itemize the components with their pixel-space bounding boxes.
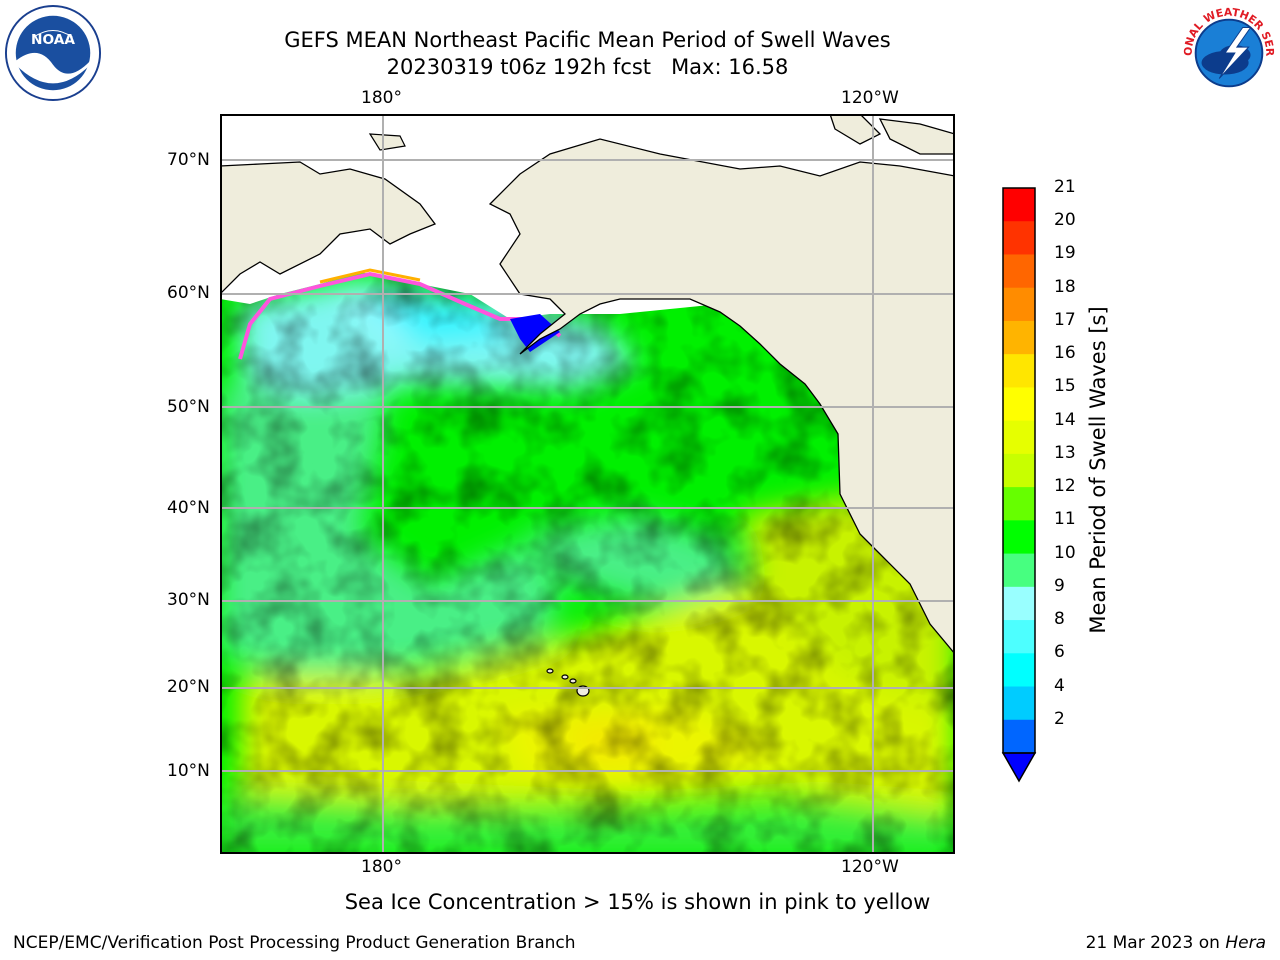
colorbar-band xyxy=(1003,586,1035,621)
lat-label-10n: 10°N xyxy=(167,761,210,781)
sea-ice-note: Sea Ice Concentration > 15% is shown in … xyxy=(344,890,931,914)
footer-host: Hera xyxy=(1225,933,1266,953)
map-panel xyxy=(220,114,955,854)
chart-subtitle: 20230319 t06z 192h fcst Max: 16.58 xyxy=(386,55,789,79)
chart-title: GEFS MEAN Northeast Pacific Mean Period … xyxy=(284,28,891,52)
colorbar-title: Mean Period of Swell Waves [s] xyxy=(1086,306,1110,634)
lon-label-top-120w: 120°W xyxy=(841,88,899,108)
colorbar-tick-label: 16 xyxy=(1054,343,1076,364)
lat-label-40n: 40°N xyxy=(167,498,210,518)
colorbar-band xyxy=(1003,620,1035,654)
colorbar-band xyxy=(1003,188,1035,222)
colorbar-band xyxy=(1003,719,1035,754)
lat-label-60n: 60°N xyxy=(167,283,210,303)
colorbar-band xyxy=(1003,453,1035,488)
colorbar-band xyxy=(1003,420,1035,455)
colorbar-band xyxy=(1003,487,1035,521)
lon-label-bottom-120w: 120°W xyxy=(841,857,899,877)
colorbar-tick-label: 4 xyxy=(1054,675,1065,696)
noaa-logo: NOAA xyxy=(4,4,102,102)
colorbar-tick-label: 13 xyxy=(1054,442,1076,463)
footer-date-text: 21 Mar 2023 on xyxy=(1085,933,1226,953)
colorbar-tick-label: 19 xyxy=(1054,243,1076,264)
colorbar-tick-label: 18 xyxy=(1054,276,1076,297)
colorbar-tick-label: 2 xyxy=(1054,708,1065,729)
colorbar-tick-label: 15 xyxy=(1054,376,1076,397)
colorbar-tick-label: 9 xyxy=(1054,575,1065,596)
land-north-america xyxy=(488,138,955,656)
colorbar-band xyxy=(1003,354,1035,388)
colorbar-band xyxy=(1003,653,1035,688)
colorbar-tick-label: 10 xyxy=(1054,542,1076,563)
colorbar-band xyxy=(1003,287,1035,322)
colorbar-tick-label: 21 xyxy=(1054,177,1076,197)
colorbar-tick-label: 20 xyxy=(1054,210,1076,231)
colorbar-extend-arrow xyxy=(1001,752,1037,783)
colorbar-tick-label: 12 xyxy=(1054,476,1076,497)
colorbar-tick-label: 8 xyxy=(1054,609,1065,630)
colorbar-tick-label: 6 xyxy=(1054,642,1065,663)
colorbar-band xyxy=(1003,553,1035,588)
colorbar-band xyxy=(1003,520,1035,555)
colorbar-band xyxy=(1003,254,1035,289)
land-siberia xyxy=(220,161,437,295)
footer-organization: NCEP/EMC/Verification Post Processing Pr… xyxy=(13,933,576,953)
nws-logo: NATIONAL WEATHER SERVICE xyxy=(1180,4,1276,101)
colorbar-band xyxy=(1003,320,1035,355)
noaa-logo-text: NOAA xyxy=(31,32,75,48)
lat-label-70n: 70°N xyxy=(167,150,210,170)
lat-label-50n: 50°N xyxy=(167,397,210,417)
lat-label-30n: 30°N xyxy=(167,590,210,610)
lon-label-bottom-180: 180° xyxy=(361,857,402,877)
lon-label-top-180: 180° xyxy=(361,88,402,108)
colorbar-band xyxy=(1003,686,1035,721)
colorbar-band xyxy=(1003,221,1035,255)
graticule xyxy=(220,114,955,854)
colorbar-tick-label: 14 xyxy=(1054,409,1076,430)
footer-date: 21 Mar 2023 on Hera xyxy=(1086,933,1266,953)
colorbar-tick-label: 17 xyxy=(1054,309,1076,330)
colorbar xyxy=(1001,187,1037,783)
colorbar-tick-label: 11 xyxy=(1054,509,1076,530)
lat-label-20n: 20°N xyxy=(167,677,210,697)
hawaii-islands xyxy=(546,668,590,697)
colorbar-band xyxy=(1003,387,1035,422)
